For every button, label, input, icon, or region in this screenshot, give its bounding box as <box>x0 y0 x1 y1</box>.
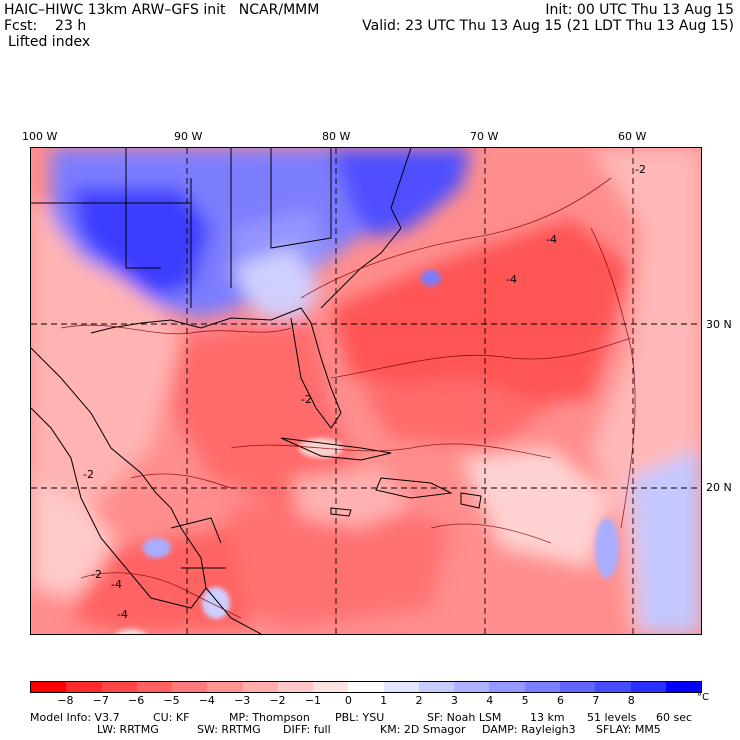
colorbar-tick-label: −5 <box>163 694 180 707</box>
colorbar-swatch <box>136 682 173 692</box>
contour-label: -2 <box>635 163 646 176</box>
model-info-item: PBL: YSU <box>335 711 385 724</box>
lon-label-100w: 100 W <box>22 130 58 143</box>
colorbar-tick-label: −6 <box>127 694 145 707</box>
colorbar-tick-label: −1 <box>304 694 322 707</box>
model-info-item: 13 km <box>530 711 565 724</box>
model-info-item: SF: Noah LSM <box>427 711 502 724</box>
colorbar-swatch <box>489 682 525 692</box>
model-info-item: KM: 2D Smagor <box>380 723 466 736</box>
contour-label: -4 <box>117 608 128 621</box>
colorbar-tick-label: −7 <box>92 694 109 707</box>
contour-label: -4 <box>546 233 557 246</box>
colorbar-swatch <box>242 682 278 692</box>
latlon-grid <box>31 148 701 634</box>
lon-label-80w: 80 W <box>322 130 351 143</box>
colorbar-swatch <box>559 682 596 692</box>
model-info-item: 60 sec <box>656 711 693 724</box>
model-info-item: 51 levels <box>587 711 637 724</box>
contours <box>60 177 636 619</box>
lat-label-30n: 30 N <box>706 318 732 331</box>
colorbar-swatch <box>101 682 137 692</box>
colorbar-tick-label: −4 <box>198 694 215 707</box>
lifted-index-map: -4 -4 -2 -2 -4 -2 -2 -4 <box>30 147 702 635</box>
colorbar-tick-label: −2 <box>269 694 286 707</box>
colorbar-swatch <box>595 682 631 692</box>
colorbar-tick-label: 4 <box>486 694 494 707</box>
forecast-hour: Fcst: 23 h <box>4 18 87 34</box>
contour-label: -2 <box>83 468 94 481</box>
colorbar-tick-label: 0 <box>344 694 352 707</box>
contour-label: -2 <box>301 393 312 406</box>
contour-label-group: -4 -4 -2 -2 -4 -2 -2 -4 <box>83 163 646 621</box>
colorbar-tick-label: −3 <box>234 694 251 707</box>
colorbar-tick-label: 5 <box>521 694 529 707</box>
field-patches <box>115 270 619 634</box>
model-info-item: LW: RRTMG <box>97 723 159 736</box>
lon-label-60w: 60 W <box>618 130 647 143</box>
valid-time: Valid: 23 UTC Thu 13 Aug 15 (21 LDT Thu … <box>362 18 734 34</box>
colorbar-swatch <box>31 682 67 692</box>
colorbar-swatch <box>172 682 208 692</box>
colorbar-swatch <box>630 682 666 692</box>
colorbar-swatch <box>313 682 349 692</box>
model-info-item: CU: KF <box>153 711 190 724</box>
contour-label: -4 <box>506 273 517 286</box>
model-info-item: MP: Thompson <box>229 711 310 724</box>
colorbar-tick-label: 3 <box>450 694 458 707</box>
coastlines <box>31 148 482 634</box>
colorbar-swatch <box>665 682 702 692</box>
model-info-item: DAMP: Rayleigh3 <box>482 723 576 736</box>
colorbar-swatch <box>348 682 384 692</box>
colorbar-tick-label: 7 <box>592 694 600 707</box>
model-info-item: SW: RRTMG <box>197 723 261 736</box>
model-title: HAIC–HIWC 13km ARW–GFS init NCAR/MMM <box>4 2 320 18</box>
contour-label: -4 <box>111 578 122 591</box>
model-info-item: SFLAY: MM5 <box>596 723 661 736</box>
variable-name: Lifted index <box>8 34 91 50</box>
colorbar-tick-label: −8 <box>57 694 74 707</box>
colorbar-swatch <box>277 682 314 692</box>
colorbar-swatch <box>207 682 243 692</box>
init-time: Init: 00 UTC Thu 13 Aug 15 <box>545 2 734 18</box>
colorbar-swatch <box>383 682 419 692</box>
colorbar-tick-label: 6 <box>557 694 565 707</box>
lon-label-90w: 90 W <box>174 130 203 143</box>
colorbar-swatch <box>418 682 455 692</box>
colorbar-swatch <box>454 682 490 692</box>
contour-label: -2 <box>91 568 102 581</box>
colorbar-tick-label: 1 <box>380 694 388 707</box>
colorbar-swatch <box>524 682 560 692</box>
lat-label-20n: 20 N <box>706 481 732 494</box>
colorbar-swatch <box>66 682 102 692</box>
colorbar-tick-label: 2 <box>415 694 423 707</box>
field-shading <box>31 148 701 634</box>
colorbar <box>30 681 702 693</box>
colorbar-tick-label: 8 <box>627 694 635 707</box>
colorbar-unit: °C <box>697 692 709 703</box>
model-info-item: DIFF: full <box>283 723 331 736</box>
lon-label-70w: 70 W <box>470 130 499 143</box>
model-info-item: Model Info: V3.7 <box>30 711 120 724</box>
